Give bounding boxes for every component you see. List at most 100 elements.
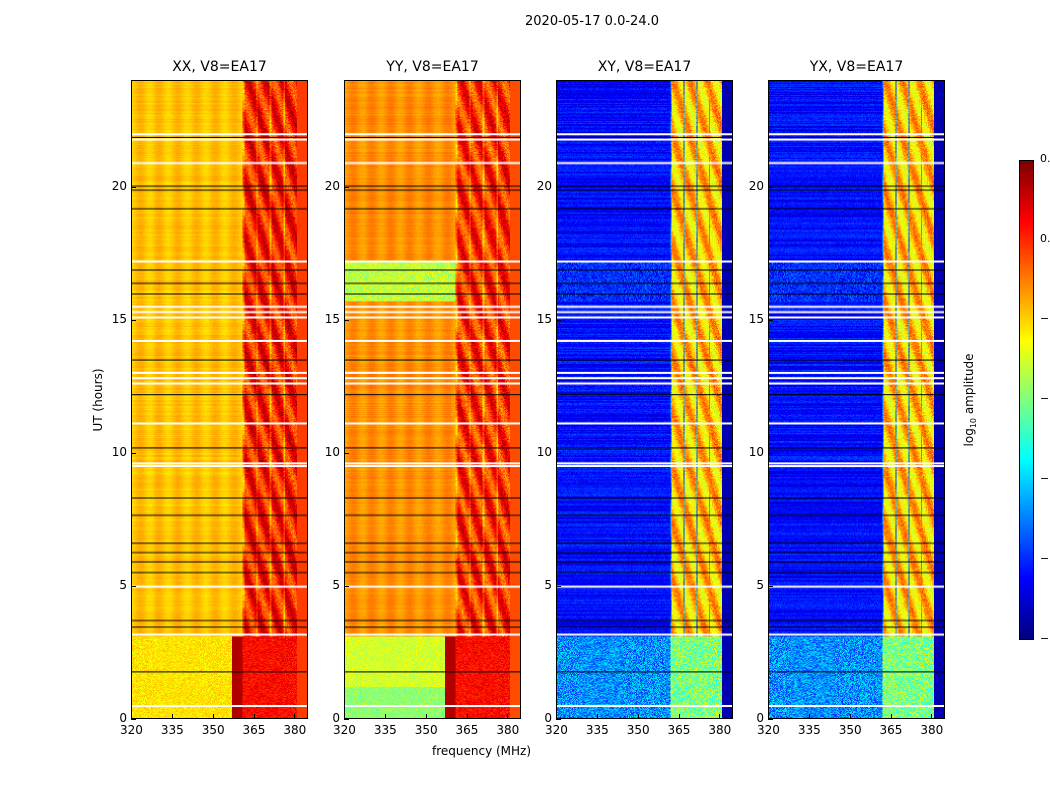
- colorbar-label-rest: amplitude: [961, 353, 976, 418]
- colorbar-tick-label: −1.5: [1040, 472, 1050, 485]
- y-tick-label: 15: [748, 311, 764, 326]
- y-tick-mark: [344, 186, 349, 188]
- y-tick-label: 0: [544, 711, 552, 725]
- x-tick-mark: [466, 714, 468, 719]
- x-tick-label: 335: [797, 723, 821, 737]
- panel-title: XY, V8=EA17: [597, 59, 692, 75]
- y-tick-mark: [131, 719, 136, 720]
- heatmap-image: [557, 81, 732, 718]
- y-tick-mark: [556, 319, 561, 321]
- colorbar-tick-label: 0.0: [1040, 232, 1050, 245]
- x-tick-label: 380: [708, 723, 732, 737]
- y-tick-label: 15: [536, 311, 552, 326]
- x-tick-mark: [556, 714, 557, 719]
- y-tick-label: 5: [332, 577, 340, 592]
- x-tick-label: 365: [667, 723, 691, 737]
- heatmap-image: [345, 81, 520, 718]
- x-tick-mark: [425, 714, 427, 719]
- x-tick-label: 380: [920, 723, 944, 737]
- x-tick-mark: [637, 714, 639, 719]
- x-tick-mark: [931, 714, 933, 719]
- y-tick-label: 20: [748, 178, 764, 193]
- y-tick-label: 5: [756, 577, 764, 592]
- x-tick-label: 365: [879, 723, 903, 737]
- x-tick-label: 335: [160, 723, 184, 737]
- y-tick-label: 0: [756, 711, 764, 725]
- x-tick-mark: [253, 714, 255, 719]
- y-tick-label: 20: [111, 178, 127, 193]
- y-tick-mark: [556, 452, 561, 454]
- y-tick-mark: [131, 319, 136, 321]
- heatmap-panel-xy: [556, 80, 733, 719]
- y-axis-label: UT (hours): [91, 368, 105, 432]
- y-tick-mark: [344, 452, 349, 454]
- y-tick-label: 10: [536, 444, 552, 459]
- y-tick-label: 10: [111, 444, 127, 459]
- x-tick-mark: [344, 714, 345, 719]
- y-tick-mark: [556, 186, 561, 188]
- y-tick-mark: [768, 319, 773, 321]
- y-tick-mark: [344, 319, 349, 321]
- y-tick-label: 0: [119, 711, 127, 725]
- y-tick-label: 20: [536, 178, 552, 193]
- heatmap-panel-yx: [768, 80, 945, 719]
- y-tick-label: 0: [332, 711, 340, 725]
- y-tick-label: 5: [544, 577, 552, 592]
- x-tick-label: 350: [626, 723, 650, 737]
- y-tick-mark: [344, 585, 349, 587]
- x-tick-mark: [808, 714, 810, 719]
- heatmap-panel-xx: [131, 80, 308, 719]
- y-tick-label: 10: [748, 444, 764, 459]
- y-tick-mark: [556, 585, 561, 587]
- x-tick-label: 380: [283, 723, 307, 737]
- x-tick-label: 320: [545, 723, 568, 737]
- colorbar-tick-label: −0.5: [1040, 312, 1050, 325]
- x-axis-label: frequency (MHz): [432, 744, 532, 758]
- panel-title: YY, V8=EA17: [386, 59, 479, 75]
- figure-suptitle: 2020-05-17 0.0-24.0: [525, 14, 659, 29]
- y-tick-mark: [556, 719, 561, 720]
- y-tick-mark: [131, 452, 136, 454]
- x-tick-label: 365: [242, 723, 266, 737]
- x-tick-label: 320: [120, 723, 143, 737]
- y-tick-mark: [131, 585, 136, 587]
- x-tick-label: 350: [201, 723, 225, 737]
- y-tick-mark: [768, 585, 773, 587]
- y-tick-mark: [768, 719, 773, 720]
- x-tick-label: 350: [414, 723, 438, 737]
- y-tick-mark: [344, 719, 349, 720]
- x-tick-mark: [384, 714, 386, 719]
- colorbar-tick-label: 0.5: [1040, 152, 1050, 165]
- x-tick-label: 335: [585, 723, 609, 737]
- y-tick-label: 20: [324, 178, 340, 193]
- x-tick-mark: [890, 714, 892, 719]
- colorbar-label: log10 amplitude: [962, 354, 978, 447]
- x-tick-mark: [768, 714, 769, 719]
- colorbar: [1019, 160, 1034, 640]
- colorbar-label-log: log: [961, 428, 976, 447]
- y-tick-label: 10: [324, 444, 340, 459]
- x-tick-mark: [294, 714, 296, 719]
- x-tick-mark: [507, 714, 509, 719]
- x-tick-mark: [596, 714, 598, 719]
- heatmap-panel-yy: [344, 80, 521, 719]
- y-tick-label: 15: [324, 311, 340, 326]
- x-tick-mark: [678, 714, 680, 719]
- colorbar-tick-label: −2.5: [1040, 632, 1050, 645]
- heatmap-image: [769, 81, 944, 718]
- y-tick-label: 15: [111, 311, 127, 326]
- colorbar-tick-label: −1.0: [1040, 392, 1050, 405]
- x-tick-label: 365: [455, 723, 479, 737]
- x-tick-mark: [849, 714, 851, 719]
- y-tick-label: 5: [119, 577, 127, 592]
- colorbar-tick-label: −2.0: [1040, 552, 1050, 565]
- x-tick-label: 320: [757, 723, 780, 737]
- x-tick-mark: [131, 714, 132, 719]
- x-tick-mark: [719, 714, 721, 719]
- y-tick-mark: [768, 186, 773, 188]
- x-tick-label: 350: [838, 723, 862, 737]
- heatmap-image: [132, 81, 307, 718]
- x-tick-mark: [212, 714, 214, 719]
- x-tick-mark: [171, 714, 173, 719]
